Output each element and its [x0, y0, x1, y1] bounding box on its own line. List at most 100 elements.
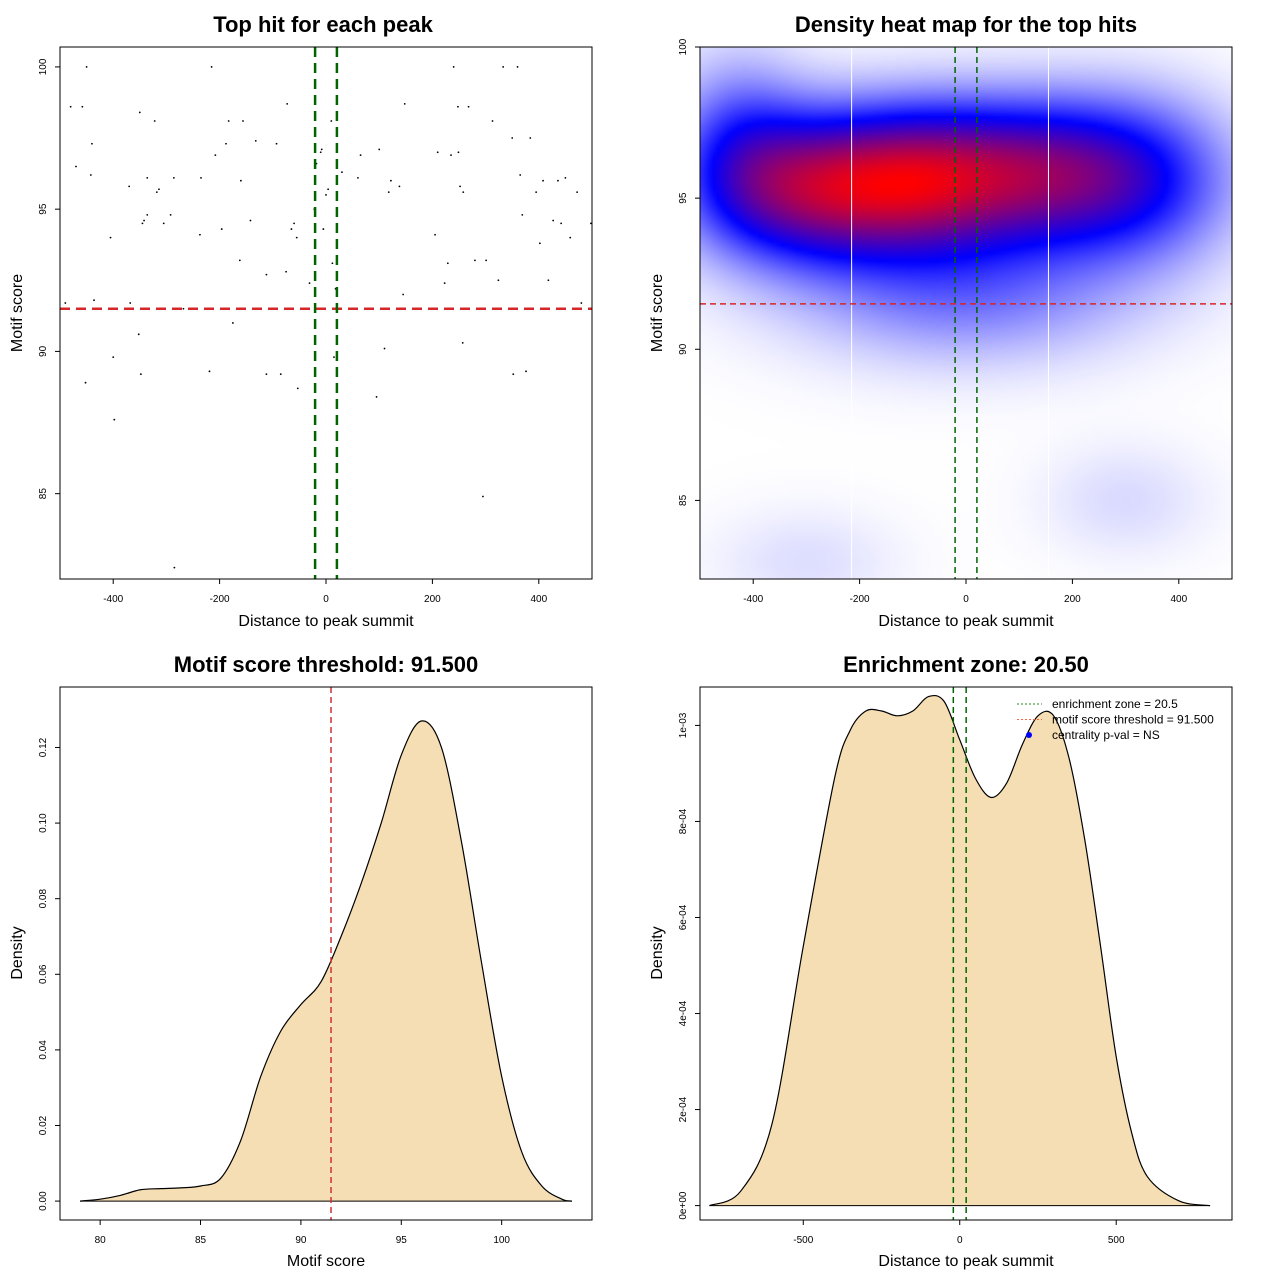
scatter-point: [457, 105, 459, 108]
scatter-point: [341, 171, 343, 174]
scatter-point: [450, 154, 452, 157]
density-score-frame: [59, 686, 593, 1221]
scatter-point: [173, 566, 176, 569]
density-area: [709, 695, 1211, 1206]
scatter-point: [64, 302, 67, 304]
y-tick-label: 0.12: [38, 737, 49, 757]
y-tick-label: 0.00: [38, 1191, 49, 1211]
y-tick-label: 95: [678, 192, 689, 204]
y-tick-label: 100: [38, 58, 49, 75]
scatter-point: [497, 279, 500, 282]
heatmap-ylabel: Motif score: [649, 274, 666, 352]
scatter-point: [279, 373, 282, 376]
scatter-point: [169, 213, 172, 216]
scatter-frame: [59, 46, 593, 580]
heatmap-overlay-lines: [700, 47, 1232, 579]
scatter-point: [141, 222, 144, 225]
scatter-point: [459, 185, 461, 188]
scatter-point: [525, 370, 527, 373]
density-curve: [80, 720, 573, 1202]
scatter-point: [325, 194, 327, 196]
scatter-point: [69, 105, 72, 108]
density-distance-title: Enrichment zone: 20.50: [843, 652, 1089, 677]
x-tick-label: -500: [793, 1235, 813, 1246]
y-tick-label: 4e-04: [678, 1000, 689, 1026]
scatter-ylabel: Motif score: [9, 274, 26, 352]
scatter-point: [485, 259, 488, 262]
scatter-point: [576, 191, 579, 193]
scatter-point: [139, 373, 142, 376]
scatter-point: [254, 139, 257, 142]
scatter-point: [214, 154, 217, 157]
scatter-point: [521, 213, 524, 216]
y-tick-label: 0.02: [38, 1115, 49, 1135]
scatter-point: [436, 151, 439, 154]
y-tick-label: 100: [678, 38, 689, 55]
scatter-point: [327, 188, 330, 191]
scatter-point: [502, 66, 505, 68]
scatter-point: [208, 370, 211, 373]
x-tick-label: 200: [1064, 594, 1081, 605]
scatter-point: [446, 262, 449, 265]
scatter-point: [146, 176, 149, 179]
scatter-point: [109, 236, 112, 239]
scatter-point: [290, 228, 293, 230]
scatter-point: [91, 142, 93, 145]
scatter-point: [560, 222, 563, 225]
scatter-point: [359, 154, 362, 157]
scatter-point: [295, 236, 298, 239]
x-tick-label: 200: [424, 594, 441, 605]
y-tick-label: 90: [38, 345, 49, 357]
scatter-point: [482, 495, 484, 498]
x-tick-label: -200: [210, 594, 230, 605]
scatter-point: [137, 333, 140, 336]
scatter-point: [146, 213, 149, 216]
x-tick-label: 400: [1170, 594, 1187, 605]
scatter-point: [519, 174, 522, 176]
scatter-point: [81, 105, 84, 108]
scatter-point: [542, 179, 544, 182]
y-tick-label: 0.10: [38, 813, 49, 833]
scatter-point: [143, 219, 145, 222]
x-tick-label: 0: [963, 594, 969, 605]
scatter-point: [200, 176, 202, 179]
scatter-point: [387, 191, 390, 193]
scatter-point: [461, 341, 464, 344]
density-distance-xlabel: Distance to peak summit: [878, 1253, 1054, 1270]
scatter-point: [155, 191, 158, 193]
scatter-point: [286, 102, 289, 105]
x-tick-label: 95: [396, 1235, 408, 1246]
y-tick-label: 6e-04: [678, 904, 689, 930]
x-tick-label: 0: [323, 594, 329, 605]
scatter-point: [285, 270, 287, 273]
scatter-point: [138, 111, 141, 114]
scatter-point: [398, 185, 401, 188]
scatter-point: [182, 307, 185, 310]
scatter-point: [402, 293, 405, 296]
y-tick-label: 1e-03: [678, 712, 689, 738]
scatter-point: [75, 165, 77, 168]
scatter-point: [322, 228, 325, 230]
scatter-point: [232, 322, 234, 324]
scatter-title: Top hit for each peak: [213, 12, 433, 37]
scatter-plot-area: -400 -200 0 200 400 85 90 95 100: [38, 47, 592, 605]
legend-label: enrichment zone = 20.5: [1052, 697, 1178, 711]
scatter-point: [529, 137, 532, 139]
scatter-point: [378, 148, 381, 151]
scatter-point: [85, 66, 88, 68]
scatter-point: [457, 151, 460, 154]
panel-heatmap: Density heat map for the top hits -400 -2…: [649, 12, 1233, 630]
scatter-point: [443, 282, 446, 285]
density-distance-legend: enrichment zone = 20.5 motif score thresh…: [1017, 697, 1214, 742]
scatter-point: [403, 102, 406, 105]
panel-scatter: Top hit for each peak -400 -200 0 200 400 85 9…: [9, 12, 593, 630]
scatter-point: [158, 188, 160, 191]
scatter-point: [557, 179, 559, 182]
y-tick-label: 85: [38, 488, 49, 500]
scatter-point: [357, 176, 359, 179]
scatter-point: [293, 222, 295, 225]
scatter-point: [89, 174, 92, 176]
x-tick-label: -400: [103, 594, 123, 605]
scatter-point: [331, 262, 334, 265]
